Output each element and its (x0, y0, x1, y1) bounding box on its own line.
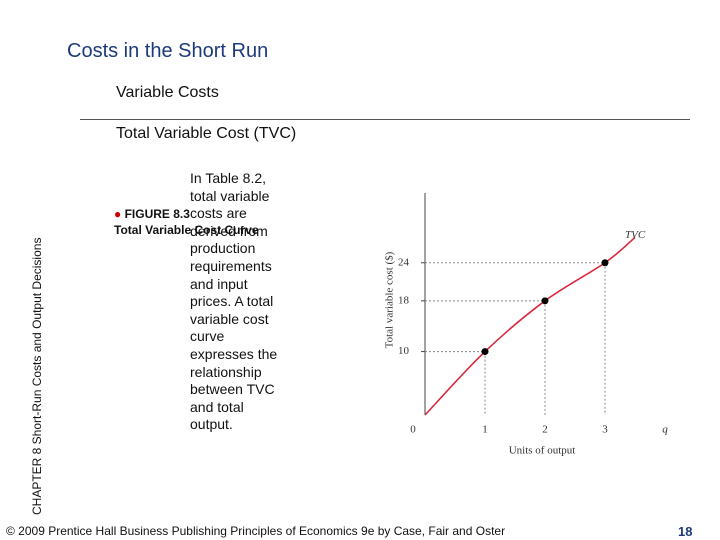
page-number: 18 (678, 524, 693, 539)
x-tick-label: 3 (602, 424, 608, 436)
y-tick-label: 10 (398, 345, 410, 357)
series-label: TVC (625, 229, 646, 241)
x-tick-label: 0 (410, 424, 416, 436)
side-text: CHAPTER 8 Short-Run Costs and Output Dec… (30, 237, 44, 515)
subtitle: Variable Costs (116, 84, 219, 101)
chart: Total variable cost ($) Units of output … (384, 193, 668, 457)
y-axis-label: Total variable cost ($) (384, 251, 396, 348)
divider (80, 119, 690, 120)
point (481, 348, 489, 356)
heading: Total Variable Cost (TVC) (116, 125, 297, 142)
x-axis-label: Units of output (509, 445, 576, 457)
figure-number: FIGURE 8.3 (124, 207, 190, 221)
figure-caption: Total Variable Cost Curve (114, 223, 259, 237)
body-text: In Table 8.2, total variable costs are d… (190, 170, 278, 433)
y-tick-label: 18 (398, 294, 410, 306)
x-tick-label: q (662, 424, 668, 436)
point (601, 259, 609, 267)
x-tick-label: 2 (542, 424, 548, 436)
y-tick-label: 24 (398, 256, 410, 268)
footer: © 2009 Prentice Hall Business Publishing… (6, 524, 506, 538)
slide-title: Costs in the Short Run (67, 40, 269, 62)
point (541, 297, 549, 305)
figure-label: ● FIGURE 8.3 (114, 207, 190, 221)
x-tick-label: 1 (482, 424, 488, 436)
